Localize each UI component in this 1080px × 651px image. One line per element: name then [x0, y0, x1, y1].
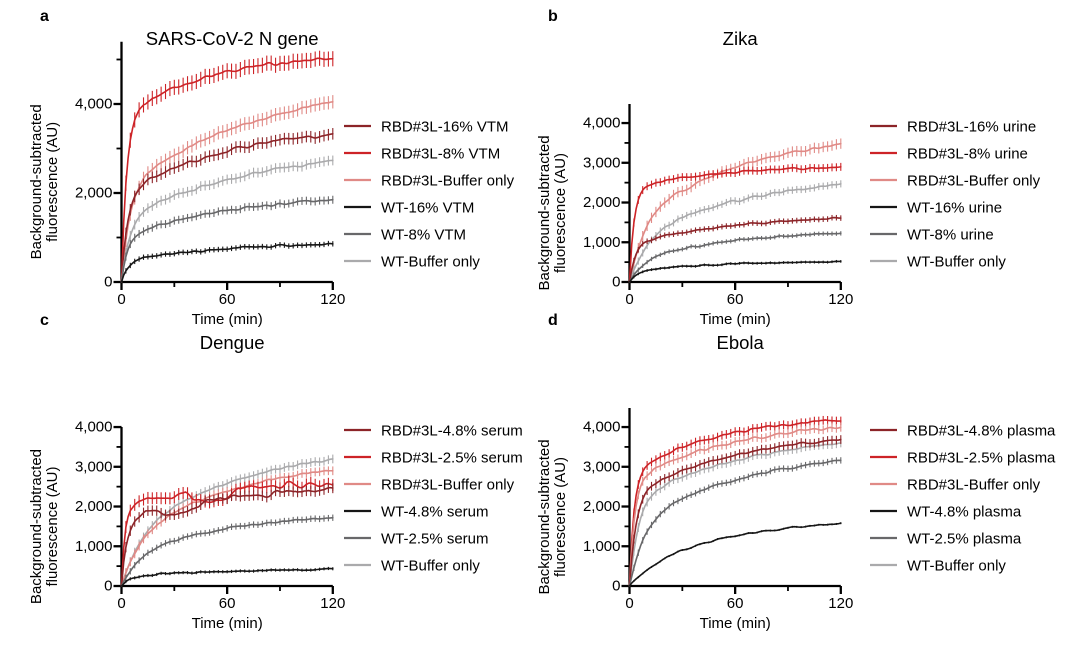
svg-text:fluorescence (AU): fluorescence (AU): [552, 153, 569, 273]
svg-text:1,000: 1,000: [583, 538, 621, 555]
svg-text:3,000: 3,000: [75, 458, 113, 475]
svg-text:0: 0: [612, 578, 620, 595]
svg-text:Background-subtracted: Background-subtracted: [536, 439, 553, 594]
svg-text:60: 60: [219, 291, 236, 308]
svg-text:fluorescence (AU): fluorescence (AU): [44, 122, 61, 242]
svg-text:c: c: [40, 312, 49, 329]
svg-text:0: 0: [625, 291, 633, 308]
svg-text:Time (min): Time (min): [700, 615, 771, 632]
svg-text:0: 0: [117, 291, 125, 308]
svg-text:60: 60: [727, 291, 744, 308]
svg-text:d: d: [548, 312, 558, 329]
svg-text:Background-subtracted: Background-subtracted: [28, 104, 45, 259]
svg-text:1,000: 1,000: [583, 234, 621, 251]
svg-text:RBD#3L-2.5% plasma: RBD#3L-2.5% plasma: [907, 450, 1056, 467]
svg-text:120: 120: [320, 291, 345, 308]
svg-text:120: 120: [320, 595, 345, 612]
svg-text:Background-subtracted: Background-subtracted: [28, 449, 45, 604]
svg-text:2,000: 2,000: [583, 194, 621, 211]
svg-text:Time (min): Time (min): [192, 311, 263, 328]
svg-text:Zika: Zika: [723, 28, 759, 49]
svg-text:RBD#3L-16% VTM: RBD#3L-16% VTM: [381, 119, 509, 136]
svg-text:fluorescence (AU): fluorescence (AU): [552, 457, 569, 577]
svg-text:4,000: 4,000: [583, 115, 621, 132]
svg-text:WT-2.5% plasma: WT-2.5% plasma: [907, 531, 1022, 548]
svg-text:RBD#3L-4.8% plasma: RBD#3L-4.8% plasma: [907, 423, 1056, 440]
svg-text:0: 0: [104, 578, 112, 595]
svg-text:0: 0: [625, 595, 633, 612]
svg-text:4,000: 4,000: [75, 96, 113, 113]
svg-text:3,000: 3,000: [583, 458, 621, 475]
svg-text:b: b: [548, 8, 558, 25]
svg-text:0: 0: [612, 274, 620, 291]
svg-text:Time (min): Time (min): [700, 311, 771, 328]
svg-text:WT-4.8% serum: WT-4.8% serum: [381, 504, 489, 521]
svg-text:WT-Buffer only: WT-Buffer only: [907, 254, 1006, 271]
svg-text:Ebola: Ebola: [716, 332, 764, 353]
svg-text:WT-8% urine: WT-8% urine: [907, 227, 994, 244]
svg-text:RBD#3L-Buffer only: RBD#3L-Buffer only: [907, 173, 1041, 190]
svg-text:60: 60: [219, 595, 236, 612]
svg-text:Time (min): Time (min): [192, 615, 263, 632]
svg-text:120: 120: [828, 595, 853, 612]
svg-text:Background-subtracted: Background-subtracted: [536, 135, 553, 290]
svg-text:RBD#3L-Buffer only: RBD#3L-Buffer only: [381, 173, 515, 190]
svg-text:1,000: 1,000: [75, 538, 113, 555]
svg-text:WT-Buffer only: WT-Buffer only: [381, 558, 480, 575]
svg-text:WT-16% VTM: WT-16% VTM: [381, 200, 474, 217]
svg-text:WT-Buffer only: WT-Buffer only: [381, 254, 480, 271]
svg-text:RBD#3L-8% urine: RBD#3L-8% urine: [907, 146, 1028, 163]
svg-text:0: 0: [104, 274, 112, 291]
svg-text:fluorescence (AU): fluorescence (AU): [44, 466, 61, 586]
svg-text:RBD#3L-2.5% serum: RBD#3L-2.5% serum: [381, 450, 523, 467]
svg-text:WT-4.8% plasma: WT-4.8% plasma: [907, 504, 1022, 521]
svg-text:RBD#3L-8% VTM: RBD#3L-8% VTM: [381, 146, 500, 163]
svg-text:WT-16% urine: WT-16% urine: [907, 200, 1002, 217]
svg-text:60: 60: [727, 595, 744, 612]
svg-text:120: 120: [828, 291, 853, 308]
svg-text:0: 0: [117, 595, 125, 612]
svg-text:WT-2.5% serum: WT-2.5% serum: [381, 531, 489, 548]
svg-text:RBD#3L-16% urine: RBD#3L-16% urine: [907, 119, 1036, 136]
svg-text:4,000: 4,000: [583, 419, 621, 436]
svg-text:WT-8% VTM: WT-8% VTM: [381, 227, 466, 244]
svg-text:SARS-CoV-2 N gene: SARS-CoV-2 N gene: [146, 28, 319, 49]
svg-text:2,000: 2,000: [583, 498, 621, 515]
svg-text:3,000: 3,000: [583, 154, 621, 171]
svg-text:a: a: [40, 8, 49, 25]
svg-text:RBD#3L-Buffer only: RBD#3L-Buffer only: [907, 477, 1041, 494]
svg-text:RBD#3L-4.8% serum: RBD#3L-4.8% serum: [381, 423, 523, 440]
svg-text:Dengue: Dengue: [200, 332, 265, 353]
svg-text:RBD#3L-Buffer only: RBD#3L-Buffer only: [381, 477, 515, 494]
svg-text:WT-Buffer only: WT-Buffer only: [907, 558, 1006, 575]
svg-text:2,000: 2,000: [75, 498, 113, 515]
svg-text:2,000: 2,000: [75, 185, 113, 202]
svg-text:4,000: 4,000: [75, 419, 113, 436]
